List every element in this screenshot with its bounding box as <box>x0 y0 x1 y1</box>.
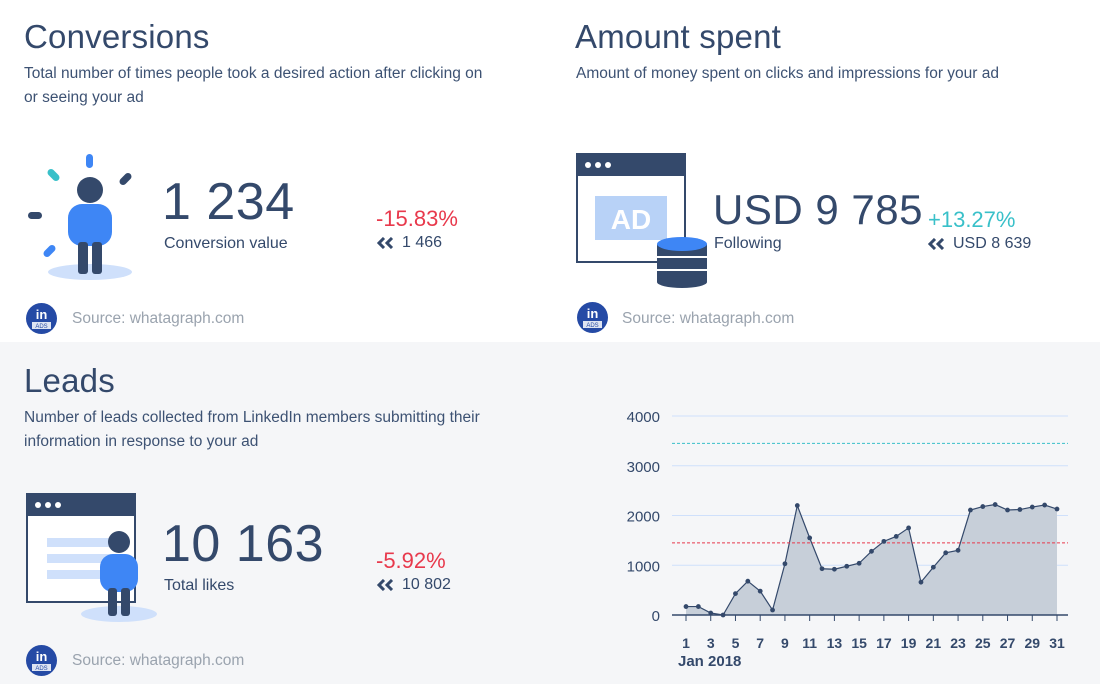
person-icon <box>28 154 132 280</box>
svg-text:ADS: ADS <box>586 323 598 329</box>
data-point <box>943 550 949 556</box>
data-point <box>869 548 874 554</box>
leads-value: 10 163 <box>162 515 325 573</box>
svg-text:ADS: ADS <box>35 666 47 672</box>
amount-spent-title: Amount spent <box>575 18 782 55</box>
data-point <box>980 504 986 509</box>
amount-spent-change: +13.27% <box>928 207 1016 232</box>
x-tick-label: 27 <box>1000 635 1016 651</box>
data-point <box>856 560 862 566</box>
x-tick-label: 7 <box>756 635 764 651</box>
data-point <box>807 535 813 541</box>
linkedin-ads-badge: in ADS <box>26 303 57 334</box>
conversions-description: Total number of times people took a desi… <box>24 65 483 106</box>
data-point <box>708 610 714 616</box>
amount-spent-value-label: Following <box>714 235 782 252</box>
data-point <box>733 591 738 597</box>
x-tick-label: 3 <box>707 635 715 651</box>
y-tick-label: 1000 <box>627 558 660 575</box>
data-point <box>1029 504 1035 510</box>
x-tick-label: 23 <box>950 635 966 651</box>
leads-previous: 10 802 <box>377 576 451 594</box>
data-point <box>1054 506 1060 512</box>
data-point <box>992 502 998 507</box>
data-point <box>794 503 800 508</box>
x-tick-label: 5 <box>732 635 740 651</box>
x-tick-label: 19 <box>901 635 917 651</box>
double-chevron-left-icon <box>928 238 945 250</box>
conversions-source: Source: whatagraph.com <box>72 310 245 327</box>
data-point <box>1005 507 1010 513</box>
data-point <box>1017 507 1023 512</box>
linkedin-ads-icon: in ADS <box>32 307 51 330</box>
area-fill <box>686 504 1057 615</box>
double-chevron-left-icon <box>377 579 394 591</box>
linkedin-ads-badge: in ADS <box>26 645 57 676</box>
data-point <box>695 604 701 609</box>
linkedin-ads-badge: in ADS <box>577 302 608 333</box>
x-axis-label: Jan 2018 <box>678 653 741 670</box>
svg-text:ADS: ADS <box>35 324 47 330</box>
leads-value-label: Total likes <box>164 577 235 594</box>
x-tick-label: 21 <box>926 635 942 651</box>
linkedin-ads-icon: in ADS <box>583 306 602 329</box>
data-point <box>955 547 961 553</box>
data-point <box>918 579 924 585</box>
double-chevron-left-icon <box>377 237 394 249</box>
data-point <box>893 533 899 539</box>
x-tick-label: 31 <box>1049 635 1065 651</box>
conversions-previous-value: 1 466 <box>402 234 443 251</box>
data-point <box>1042 502 1048 508</box>
conversions-change: -15.83% <box>376 206 458 231</box>
data-point <box>782 561 788 567</box>
data-point <box>832 566 837 572</box>
conversions-value: 1 234 <box>162 173 295 231</box>
conversions-previous: 1 466 <box>377 234 442 252</box>
data-point <box>930 564 936 570</box>
ad-label: AD <box>611 204 651 235</box>
data-point <box>757 588 763 594</box>
data-point <box>770 607 775 613</box>
svg-text:in: in <box>36 307 48 322</box>
y-tick-label: 0 <box>652 608 660 625</box>
y-tick-label: 4000 <box>627 409 660 426</box>
x-tick-label: 9 <box>781 635 789 651</box>
data-point <box>968 507 973 513</box>
leads-window-icon <box>26 493 157 622</box>
x-tick-label: 13 <box>827 635 843 651</box>
data-point <box>819 566 825 572</box>
conversions-value-label: Conversion value <box>164 235 288 252</box>
data-point <box>881 538 887 544</box>
leads-title: Leads <box>24 362 115 399</box>
svg-text:in: in <box>36 649 48 664</box>
data-point <box>844 563 850 569</box>
amount-spent-description: Amount of money spent on clicks and impr… <box>576 65 1000 82</box>
x-tick-label: 1 <box>682 635 690 651</box>
linkedin-ads-icon: in ADS <box>32 649 51 672</box>
x-tick-label: 11 <box>802 635 817 651</box>
y-tick-label: 3000 <box>627 459 660 476</box>
x-tick-label: 17 <box>876 635 892 651</box>
leads-section <box>0 342 1100 684</box>
amount-spent-previous-value: USD 8 639 <box>953 235 1032 252</box>
leads-change: -5.92% <box>376 548 446 573</box>
amount-spent-previous: USD 8 639 <box>928 235 1031 253</box>
ad-window-icon: AD <box>576 153 707 288</box>
leads-previous-value: 10 802 <box>402 576 451 593</box>
conversions-title: Conversions <box>24 18 210 55</box>
x-tick-label: 15 <box>851 635 867 651</box>
leads-description: Number of leads collected from LinkedIn … <box>24 409 480 450</box>
data-point <box>683 604 689 609</box>
x-tick-label: 25 <box>975 635 991 651</box>
data-point <box>906 525 911 531</box>
y-tick-label: 2000 <box>627 509 660 526</box>
leads-source: Source: whatagraph.com <box>72 652 245 669</box>
x-tick-label: 29 <box>1024 635 1040 651</box>
amount-spent-value: USD 9 785 <box>713 186 923 233</box>
amount-spent-source: Source: whatagraph.com <box>622 310 795 327</box>
data-point <box>745 578 751 584</box>
svg-text:in: in <box>587 306 599 321</box>
